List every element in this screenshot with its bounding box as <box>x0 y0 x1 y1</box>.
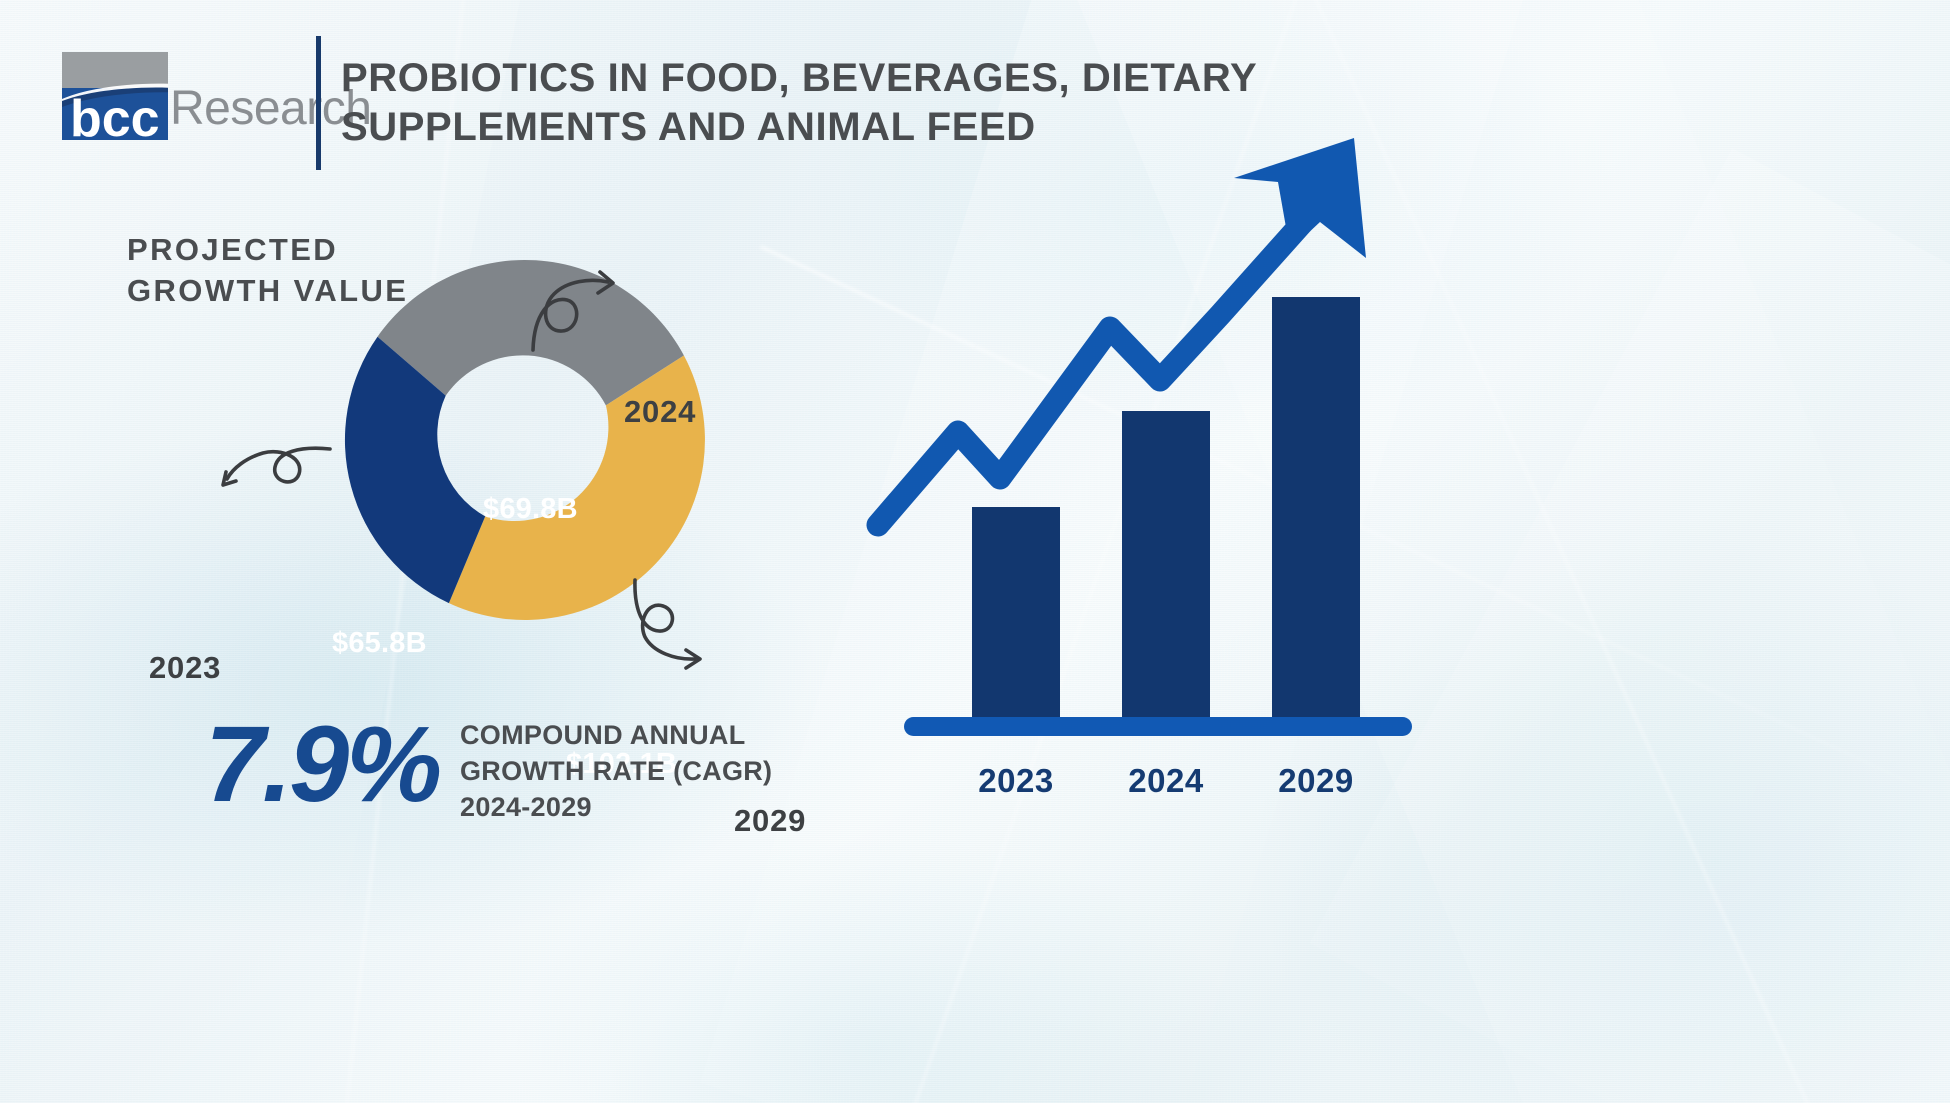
donut-section-label: PROJECTED GROWTH VALUE <box>127 232 409 308</box>
header-divider <box>316 36 321 170</box>
donut-value-2024: $69.8B <box>483 493 578 525</box>
callout-arrow-2024 <box>531 270 615 352</box>
bar-axis-label-2023: 2023 <box>978 762 1054 799</box>
bar-2023 <box>972 507 1060 717</box>
callout-arrow-2023 <box>221 446 332 487</box>
svg-text:bcc: bcc <box>70 90 160 140</box>
bar-axis-label-2024: 2024 <box>1128 762 1204 799</box>
donut-chart: $69.8B $65.8B $102.1B 2024 2023 2029 <box>130 190 850 838</box>
bar-2024 <box>1122 411 1210 717</box>
cagr-description: COMPOUND ANNUAL GROWTH RATE (CAGR) 2024-… <box>460 720 773 822</box>
donut-segment-2024 <box>377 259 684 406</box>
cagr-value: 7.9% <box>205 703 442 824</box>
donut-year-label-2029: 2029 <box>734 803 807 838</box>
brand-logo-word: Research <box>170 82 372 135</box>
bar-chart-baseline <box>904 717 1412 736</box>
donut-chart-svg <box>221 259 705 670</box>
cagr-block: 7.9% COMPOUND ANNUAL GROWTH RATE (CAGR) … <box>205 710 825 840</box>
donut-value-2023: $65.8B <box>332 627 427 659</box>
page-title: PROBIOTICS IN FOOD, BEVERAGES, DIETARY S… <box>341 56 1257 149</box>
bar-axis-label-2029: 2029 <box>1278 762 1354 799</box>
bar-chart: 2023 2024 2029 <box>860 110 1460 830</box>
donut-value-2029: $102.1B <box>566 748 678 780</box>
bar-2029 <box>1272 297 1360 717</box>
brand-logo[interactable]: bcc Research <box>52 52 372 156</box>
bcc-research-logo-icon: bcc <box>62 52 168 140</box>
donut-year-label-2023: 2023 <box>149 650 222 685</box>
callout-arrow-2029 <box>633 578 702 670</box>
donut-year-label-2024: 2024 <box>624 394 697 429</box>
donut-segment-2023 <box>344 336 486 604</box>
